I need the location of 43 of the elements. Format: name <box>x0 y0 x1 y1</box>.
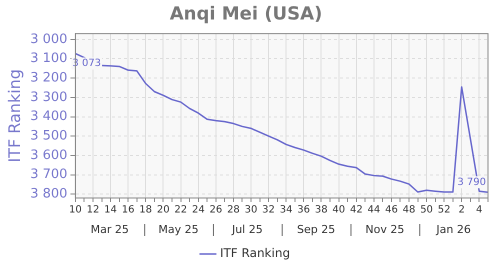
data-label: 3 790 <box>457 176 486 188</box>
x-tick-label: 16 <box>122 204 134 216</box>
x-tick-label: 40 <box>332 204 346 216</box>
legend-label: ITF Ranking <box>220 246 290 260</box>
x-tick-label: 12 <box>86 204 100 216</box>
text: Sep 25 <box>296 222 336 236</box>
y-tick-label: 3 400 <box>30 109 68 124</box>
x-tick-label: 22 <box>174 204 188 216</box>
x-tick-label: 52 <box>438 204 450 216</box>
y-tick-label: 3 200 <box>30 70 68 86</box>
y-tick-label: 3 500 <box>30 128 68 144</box>
x-tick-label: 38 <box>314 204 328 216</box>
text: Jul 25 <box>230 222 263 236</box>
x-tick-label: 44 <box>368 204 380 216</box>
x-tick-label: 20 <box>156 204 170 216</box>
y-tick-label: 3 800 <box>30 186 68 202</box>
y-tick-label: 3 600 <box>30 148 68 163</box>
x-tick-label: 26 <box>210 204 222 216</box>
x-tick-label: 42 <box>350 204 363 216</box>
x-tick-label: 48 <box>402 204 416 216</box>
y-tick-label: 3 000 <box>30 32 68 47</box>
text: May 25 <box>158 222 199 236</box>
x-tick-label: 34 <box>280 204 292 216</box>
x-tick-label: 2 <box>458 204 465 216</box>
x-tick-label: 36 <box>297 204 310 216</box>
x-tick-label: 14 <box>104 204 117 216</box>
x-tick-label: 4 <box>476 204 482 216</box>
y-axis-title: ITF Ranking <box>4 69 24 163</box>
y-tick-label: 3 300 <box>30 90 68 105</box>
text: Mar 25 <box>90 222 129 236</box>
x-tick-label: 28 <box>227 204 240 216</box>
x-tick-label: 18 <box>139 204 152 216</box>
x-tick-label: 50 <box>420 204 433 216</box>
x-tick-label: 46 <box>385 204 398 216</box>
x-tick-label: 24 <box>192 204 205 216</box>
chart-title: Anqi Mei (USA) <box>170 3 322 24</box>
x-tick-label: 32 <box>262 204 275 216</box>
text: Nov 25 <box>365 222 404 236</box>
x-tick-label: 30 <box>244 204 258 216</box>
y-tick-label: 3 100 <box>30 51 68 66</box>
y-tick-label: 3 700 <box>30 167 68 182</box>
x-tick-label: 10 <box>69 204 82 216</box>
text: Jan 26 <box>435 222 471 236</box>
